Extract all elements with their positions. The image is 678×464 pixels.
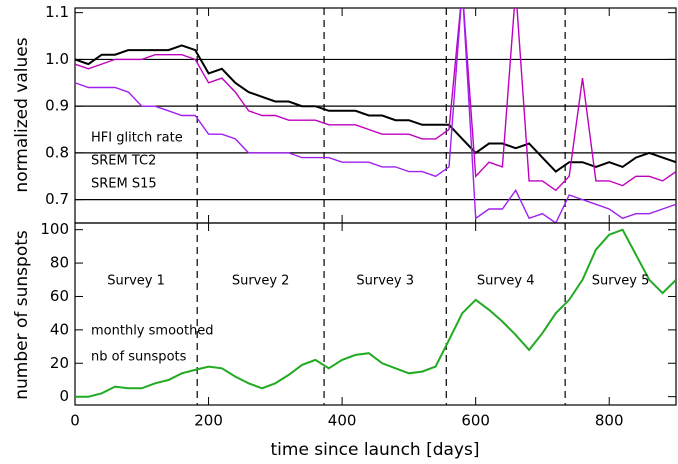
y-tick-label: 40 — [50, 320, 69, 338]
survey-label: Survey 1 — [107, 274, 165, 289]
survey-label: Survey 4 — [477, 274, 535, 289]
y-tick-label: 80 — [50, 254, 69, 272]
x-tick-label: 800 — [595, 412, 624, 430]
x-tick-label: 600 — [461, 412, 490, 430]
survey-label: Survey 2 — [232, 274, 290, 289]
y-tick-label: 0.7 — [45, 190, 69, 208]
x-tick-label: 0 — [70, 412, 80, 430]
y-tick-label: 60 — [50, 287, 69, 305]
series-line — [75, 8, 676, 192]
y-tick-label: 0.8 — [45, 143, 69, 161]
y-tick-label: 20 — [50, 354, 69, 372]
x-tick-label: 400 — [328, 412, 357, 430]
annotation: monthly smoothed — [91, 324, 214, 339]
y-axis-label: normalized values — [12, 37, 32, 192]
y-tick-label: 1.0 — [45, 50, 69, 68]
survey-label: Survey 3 — [356, 274, 414, 289]
y-axis-label: number of sunspots — [12, 230, 32, 400]
series-line — [75, 8, 676, 223]
series-line — [75, 44, 676, 173]
series-line — [75, 228, 676, 398]
x-axis-label: time since launch [days] — [271, 440, 480, 460]
legend-label: HFI glitch rate — [91, 131, 183, 146]
x-tick-label: 200 — [194, 412, 223, 430]
y-tick-label: 1.1 — [45, 3, 69, 21]
legend-label: SREM S15 — [91, 177, 157, 192]
y-tick-label: 100 — [40, 220, 69, 238]
y-tick-label: 0 — [59, 387, 69, 405]
y-tick-label: 0.9 — [45, 97, 69, 115]
annotation: nb of sunspots — [91, 350, 187, 365]
plot-frame — [74, 222, 677, 406]
survey-label: Survey 5 — [592, 274, 650, 289]
legend-label: SREM TC2 — [91, 154, 156, 169]
